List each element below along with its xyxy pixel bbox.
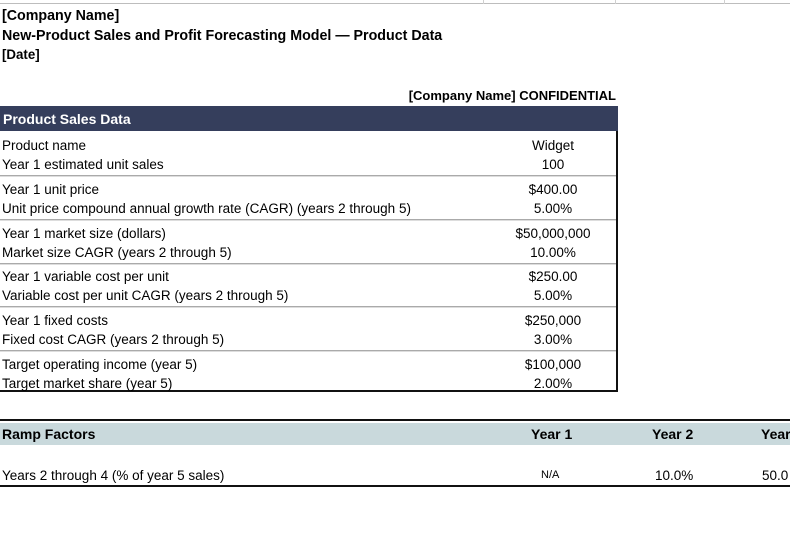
row-separator — [0, 175, 616, 177]
row-value[interactable]: $50,000,000 — [515, 226, 591, 241]
ramp-top-border — [0, 419, 790, 421]
product-data-row: Market size CAGR (years 2 through 5) 10.0… — [0, 243, 616, 262]
row-label[interactable]: Year 1 unit price — [2, 182, 100, 197]
row-value[interactable]: $250.00 — [528, 269, 578, 284]
row-label[interactable]: Product name — [2, 138, 87, 153]
row-value[interactable]: $400.00 — [528, 182, 578, 197]
grid-separator — [615, 0, 616, 4]
row-value[interactable]: $100,000 — [524, 357, 582, 372]
product-data-row: Fixed cost CAGR (years 2 through 5) 3.00% — [0, 330, 616, 349]
row-label[interactable]: Year 1 fixed costs — [2, 313, 109, 328]
ramp-year3-value[interactable]: 50.0 — [762, 468, 789, 483]
date[interactable]: [Date] — [2, 46, 40, 62]
product-data-row: Unit price compound annual growth rate (… — [0, 199, 616, 218]
ramp-col-year2[interactable]: Year 2 — [652, 426, 694, 442]
product-data-row: Product name Widget — [0, 136, 616, 155]
product-data-row: Target operating income (year 5) $100,000 — [0, 355, 616, 374]
grid-separator — [483, 0, 484, 4]
row-value[interactable]: 5.00% — [533, 288, 573, 303]
ramp-col-year1[interactable]: Year 1 — [531, 426, 573, 442]
row-label[interactable]: Target market share (year 5) — [2, 376, 173, 391]
row-label[interactable]: Target operating income (year 5) — [2, 357, 198, 372]
row-value[interactable]: 2.00% — [533, 376, 573, 391]
product-sales-header[interactable]: Product Sales Data — [0, 106, 618, 131]
product-data-row: Year 1 unit price $400.00 — [0, 180, 616, 199]
row-label[interactable]: Year 1 market size (dollars) — [2, 226, 166, 241]
row-separator — [0, 306, 616, 308]
row-separator — [0, 219, 616, 221]
ramp-year2-value[interactable]: 10.0% — [655, 468, 694, 483]
row-value[interactable]: 5.00% — [533, 201, 573, 216]
row-value[interactable]: Widget — [531, 138, 575, 153]
ramp-bottom-border — [0, 485, 790, 487]
row-label[interactable]: Year 1 estimated unit sales — [2, 157, 164, 172]
row-label[interactable]: Fixed cost CAGR (years 2 through 5) — [2, 332, 225, 347]
ramp-row-label[interactable]: Years 2 through 4 (% of year 5 sales) — [2, 468, 225, 483]
ramp-year1-value[interactable]: N/A — [541, 469, 560, 481]
ramp-title[interactable]: Ramp Factors — [2, 426, 96, 442]
row-value[interactable]: $250,000 — [524, 313, 582, 328]
product-data-row: Target market share (year 5) 2.00% — [0, 374, 616, 393]
ramp-row: Years 2 through 4 (% of year 5 sales) N/… — [0, 466, 790, 485]
row-value[interactable]: 3.00% — [533, 332, 573, 347]
ramp-header: Ramp Factors Year 1 Year 2 Year — [0, 423, 790, 445]
row-value[interactable]: 10.00% — [530, 245, 576, 260]
product-data-row: Year 1 estimated unit sales 100 — [0, 155, 616, 174]
row-label[interactable]: Market size CAGR (years 2 through 5) — [2, 245, 232, 260]
product-data-row: Year 1 fixed costs $250,000 — [0, 311, 616, 330]
page-title[interactable]: New-Product Sales and Profit Forecasting… — [2, 27, 443, 44]
row-label[interactable]: Variable cost per unit CAGR (years 2 thr… — [2, 288, 289, 303]
row-separator — [0, 263, 616, 265]
row-label[interactable]: Unit price compound annual growth rate (… — [2, 201, 411, 216]
row-separator — [0, 350, 616, 352]
ramp-col-year3[interactable]: Year — [761, 426, 790, 442]
grid-separator — [724, 0, 725, 4]
confidential-label[interactable]: [Company Name] CONFIDENTIAL — [408, 88, 616, 103]
column-header-line — [0, 3, 790, 4]
product-data-row: Year 1 market size (dollars) $50,000,000 — [0, 224, 616, 243]
product-data-row: Year 1 variable cost per unit $250.00 — [0, 267, 616, 286]
row-value[interactable]: 100 — [541, 157, 565, 172]
product-data-row: Variable cost per unit CAGR (years 2 thr… — [0, 286, 616, 305]
company-name[interactable]: [Company Name] — [2, 7, 120, 24]
row-label[interactable]: Year 1 variable cost per unit — [2, 269, 169, 284]
